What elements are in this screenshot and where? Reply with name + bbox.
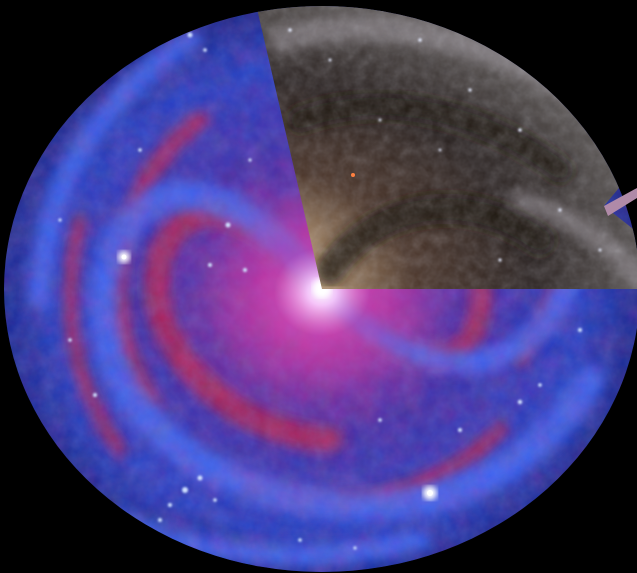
visible-light-wedge bbox=[255, 0, 637, 289]
